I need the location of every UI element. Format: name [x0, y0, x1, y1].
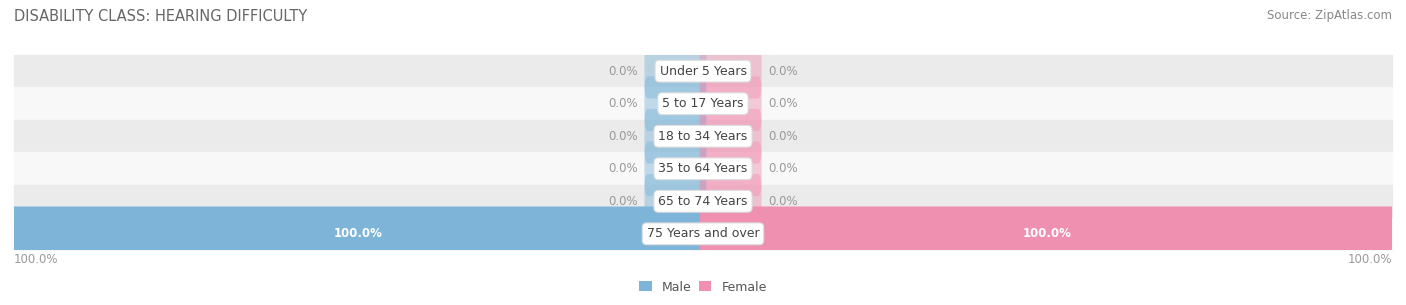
FancyBboxPatch shape	[700, 76, 762, 131]
FancyBboxPatch shape	[644, 142, 706, 196]
Legend: Male, Female: Male, Female	[634, 275, 772, 299]
Text: 0.0%: 0.0%	[607, 195, 637, 208]
FancyBboxPatch shape	[700, 44, 762, 99]
Bar	[14, 152, 1392, 185]
FancyBboxPatch shape	[644, 44, 706, 99]
Text: 5 to 17 Years: 5 to 17 Years	[662, 97, 744, 110]
Text: 0.0%: 0.0%	[607, 162, 637, 175]
Text: 0.0%: 0.0%	[769, 65, 799, 78]
FancyBboxPatch shape	[700, 109, 762, 163]
FancyBboxPatch shape	[644, 76, 706, 131]
Text: 100.0%: 100.0%	[1024, 227, 1071, 240]
Text: 0.0%: 0.0%	[769, 97, 799, 110]
FancyBboxPatch shape	[644, 174, 706, 229]
Text: 0.0%: 0.0%	[769, 195, 799, 208]
Text: 0.0%: 0.0%	[769, 162, 799, 175]
Text: 0.0%: 0.0%	[607, 130, 637, 143]
Text: 65 to 74 Years: 65 to 74 Years	[658, 195, 748, 208]
Text: 100.0%: 100.0%	[335, 227, 382, 240]
Text: 0.0%: 0.0%	[769, 130, 799, 143]
FancyBboxPatch shape	[700, 174, 762, 229]
Text: DISABILITY CLASS: HEARING DIFFICULTY: DISABILITY CLASS: HEARING DIFFICULTY	[14, 9, 308, 24]
Text: 0.0%: 0.0%	[607, 97, 637, 110]
Text: 75 Years and over: 75 Years and over	[647, 227, 759, 240]
Text: Source: ZipAtlas.com: Source: ZipAtlas.com	[1267, 9, 1392, 22]
FancyBboxPatch shape	[644, 109, 706, 163]
Text: 18 to 34 Years: 18 to 34 Years	[658, 130, 748, 143]
FancyBboxPatch shape	[11, 206, 706, 261]
Bar	[14, 217, 1392, 250]
FancyBboxPatch shape	[700, 206, 1395, 261]
Bar	[14, 120, 1392, 152]
Text: 100.0%: 100.0%	[14, 253, 59, 266]
Text: 100.0%: 100.0%	[1347, 253, 1392, 266]
Text: 0.0%: 0.0%	[607, 65, 637, 78]
Text: 35 to 64 Years: 35 to 64 Years	[658, 162, 748, 175]
Bar	[14, 88, 1392, 120]
Text: Under 5 Years: Under 5 Years	[659, 65, 747, 78]
Bar	[14, 55, 1392, 88]
FancyBboxPatch shape	[700, 142, 762, 196]
Bar	[14, 185, 1392, 217]
